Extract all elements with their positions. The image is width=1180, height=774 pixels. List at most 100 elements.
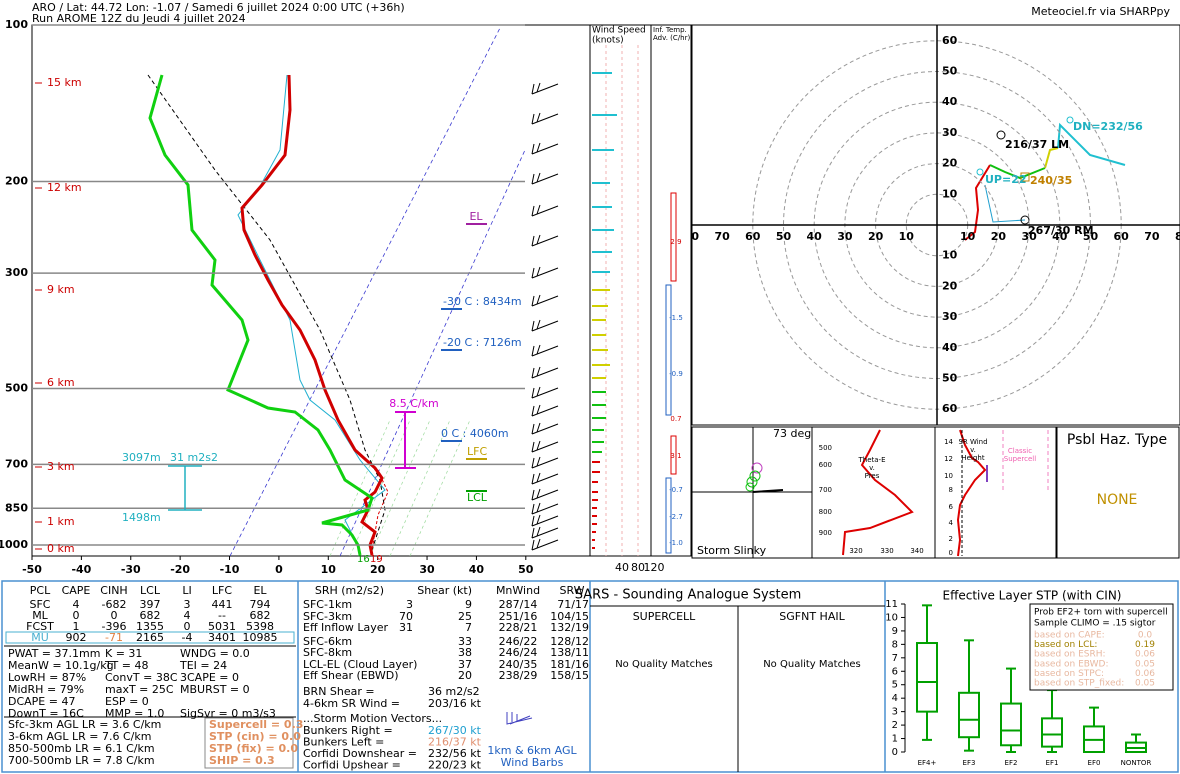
stp-category: NONTOR	[1121, 759, 1152, 767]
index: MMP = 1.0	[105, 707, 164, 720]
wind-barb	[531, 143, 559, 155]
table-header: LFC	[212, 584, 232, 597]
adv-value: -0.9	[669, 370, 683, 378]
kin-mnwind: 246/22	[499, 635, 538, 648]
motion-value: 220/23 kt	[428, 759, 482, 772]
table-cell: 0	[184, 620, 191, 633]
adv-value: -1.5	[669, 314, 683, 322]
frames	[31, 24, 1180, 559]
motion-name: Corfidi Upshear =	[303, 759, 401, 772]
kin-shear: 38	[458, 646, 472, 659]
index: DownT = 16C	[8, 707, 84, 720]
lapse-rate: 850-500mb LR = 6.1 C/km	[8, 742, 155, 755]
adv-bar	[665, 284, 672, 416]
table-cell: -4	[182, 631, 193, 644]
header-title: ARO / Lat: 44.72 Lon: -1.07 / Samedi 6 j…	[32, 1, 405, 14]
wind-barb	[536, 472, 541, 483]
kin-srh: 31	[399, 621, 413, 634]
wind-barb	[531, 423, 535, 435]
hodo-ring-label: 10	[942, 249, 958, 262]
wind-barb	[531, 441, 535, 453]
kin-name: SFC-8km	[303, 646, 352, 659]
table-cell: 441	[212, 598, 233, 611]
freezing-label: 0 C : 4060m	[441, 427, 509, 440]
index: PWAT = 37.1mm	[8, 647, 100, 660]
wind-tick-label: 120	[644, 561, 665, 574]
hodo-ring-label: 70	[1144, 230, 1160, 243]
kin-mnwind: 240/35	[499, 658, 538, 671]
stp-tick-label: 8	[892, 639, 898, 650]
wind-title: Wind Speed	[592, 26, 646, 36]
theta-title: v.	[869, 464, 875, 472]
stp-legend-label: based on STPC:	[1034, 669, 1104, 679]
hodo-ring-label: 20	[942, 157, 958, 170]
wind-barb	[531, 489, 559, 501]
table-cell: 1355	[136, 620, 164, 633]
sr-height: 2	[949, 535, 953, 543]
wind-barb	[531, 320, 559, 332]
table-cell: 5398	[246, 620, 274, 633]
small-panel-curves	[692, 427, 1049, 558]
kin-srw: 138/11	[550, 646, 589, 659]
wind-barb	[531, 423, 559, 435]
wind-tick-label: 80	[631, 561, 645, 574]
sr-title: SR Wind	[958, 438, 987, 446]
hodo-label: 267/30 RM	[1028, 224, 1094, 237]
wind-barb	[531, 113, 559, 125]
stp-category: EF0	[1088, 759, 1101, 767]
wind-barb	[531, 205, 535, 217]
pressure-label: 300	[5, 266, 28, 279]
adv-value: -1.0	[669, 539, 683, 547]
table-header: SRH (m2/s2)	[315, 584, 384, 597]
theta-pressure: 900	[819, 529, 832, 537]
stp-legend-title: Prob EF2+ torn with supercell	[1034, 608, 1168, 618]
stp-legend-value: 0.06	[1135, 650, 1155, 660]
sars-header: SGFNT HAIL	[779, 610, 845, 623]
wind-barb	[531, 345, 559, 357]
hodo-ring-label: 10	[899, 230, 915, 243]
hodo-ring-label: 50	[942, 65, 958, 78]
table-cell: 4	[184, 609, 191, 622]
wind-barb	[531, 515, 559, 527]
wind-barb	[531, 473, 535, 485]
wind-barb	[531, 143, 535, 155]
temp-label: 0	[275, 563, 283, 576]
table-cell: 682	[250, 609, 271, 622]
index: K = 31	[105, 647, 142, 660]
wind-barb	[531, 405, 535, 417]
height-label: 3 km	[47, 460, 75, 473]
eff-bottom: 1498m	[122, 511, 161, 524]
motion-name: Bunkers Left =	[303, 736, 384, 749]
temp-label: -10	[220, 563, 240, 576]
kin-shear: 9	[465, 598, 472, 611]
isotherm-label: -20 C : 7126m	[443, 336, 522, 349]
hodo-ring-label: 30	[1021, 230, 1037, 243]
lapse-label: 8.5 C/km	[389, 397, 438, 410]
height-label: 0 km	[47, 542, 75, 555]
height-label: 1 km	[47, 515, 75, 528]
wind-barb	[531, 527, 559, 539]
table-header: Shear (kt)	[417, 584, 472, 597]
eff-top: 3097m	[122, 451, 161, 464]
wind-barb	[536, 294, 541, 305]
pressure-label: 100	[5, 18, 28, 31]
wind-barb	[536, 344, 541, 355]
table-cell: 2165	[136, 631, 164, 644]
wind-barb	[536, 440, 541, 451]
temp-label: -20	[170, 563, 190, 576]
stp-category: EF4+	[918, 759, 937, 767]
kin-srw: 128/12	[550, 635, 589, 648]
table-cell: -396	[102, 620, 127, 633]
stp-legend-value: 0.06	[1135, 669, 1155, 679]
wind-barb	[531, 367, 559, 379]
wind-barb	[531, 489, 535, 501]
barbs-caption: Wind Barbs	[501, 756, 564, 769]
slinky-angle: 73 deg	[773, 427, 811, 440]
wind-barb	[531, 515, 535, 527]
hodo-ring-label: 60	[942, 34, 958, 47]
stp-legend-value: 0.05	[1135, 679, 1155, 689]
table-header: MnWind	[496, 584, 540, 597]
stp-tick-label: 6	[892, 666, 898, 677]
stp-legend-value: 0.19	[1135, 640, 1155, 650]
